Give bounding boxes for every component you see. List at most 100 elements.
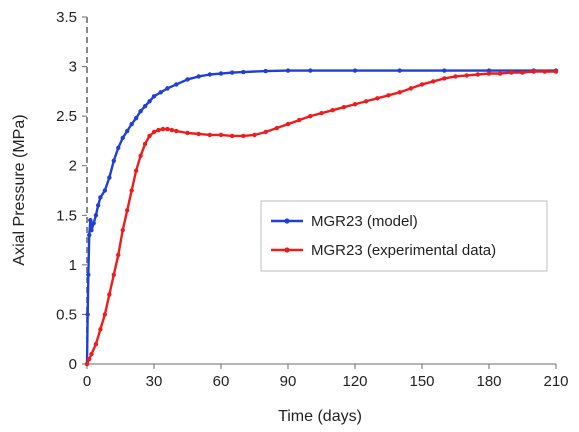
data-point — [375, 96, 380, 101]
legend-marker-model — [284, 218, 290, 224]
legend-marker-experimental — [284, 247, 290, 253]
y-tick-label: 3.5 — [56, 9, 77, 26]
data-point — [218, 71, 224, 76]
y-tick-label: 1.5 — [56, 207, 77, 224]
data-point — [86, 272, 91, 277]
y-tick-label: 0.5 — [56, 306, 77, 323]
data-point — [241, 69, 246, 75]
data-point — [111, 158, 117, 163]
y-tick-label: 2.5 — [56, 108, 77, 125]
data-point — [408, 86, 414, 91]
data-point — [165, 126, 170, 132]
x-tick-label: 30 — [146, 373, 163, 390]
x-tick-label: 120 — [342, 373, 367, 390]
x-tick-label: 210 — [543, 373, 568, 390]
data-point — [542, 69, 548, 74]
data-point — [285, 121, 291, 127]
data-point — [107, 292, 112, 297]
data-point — [151, 94, 157, 99]
data-point — [111, 272, 117, 277]
data-point — [308, 68, 313, 73]
data-point — [147, 99, 152, 104]
data-point — [319, 110, 324, 116]
data-point — [98, 327, 103, 332]
data-point — [352, 68, 358, 73]
data-point — [88, 218, 93, 223]
series-1 — [84, 69, 559, 367]
data-point — [207, 72, 213, 77]
x-tick-label: 60 — [213, 373, 230, 390]
data-point — [274, 125, 280, 131]
data-point — [252, 132, 257, 138]
data-point — [520, 70, 525, 75]
data-point — [196, 74, 201, 79]
data-point — [341, 105, 347, 110]
data-point — [196, 131, 201, 137]
data-point — [352, 102, 358, 107]
data-point — [531, 69, 536, 74]
data-point — [89, 227, 94, 233]
data-point — [125, 128, 130, 134]
data-point — [151, 129, 157, 135]
x-tick-label: 0 — [83, 373, 91, 390]
data-point — [142, 141, 148, 147]
legend-label-experimental: MGR23 (experimental data) — [311, 242, 496, 259]
x-tick-label: 180 — [476, 373, 501, 390]
data-point — [116, 252, 121, 258]
data-point — [241, 133, 246, 139]
data-point — [138, 108, 143, 114]
data-point — [120, 227, 125, 233]
y-tick-label: 3 — [69, 59, 77, 76]
data-point — [486, 71, 492, 76]
axes — [82, 16, 557, 369]
data-point — [147, 133, 152, 139]
data-point — [91, 221, 96, 226]
data-point — [185, 77, 190, 82]
series-layer — [84, 68, 559, 367]
data-point — [102, 312, 108, 317]
data-point — [207, 132, 213, 138]
data-point — [464, 73, 469, 78]
y-tick-label: 2 — [69, 158, 77, 175]
data-point — [174, 82, 179, 87]
data-point — [397, 68, 402, 73]
x-tick-label: 150 — [409, 373, 434, 390]
data-point — [133, 168, 139, 173]
data-point — [229, 133, 235, 139]
data-point — [442, 76, 447, 81]
legend: MGR23 (model) MGR23 (experimental data) — [260, 200, 548, 272]
legend-label-model: MGR23 (model) — [311, 213, 418, 230]
data-point — [442, 68, 447, 73]
data-point — [93, 341, 99, 347]
data-point — [84, 361, 90, 367]
data-point — [129, 188, 134, 193]
data-point — [165, 86, 170, 91]
data-point — [169, 127, 175, 133]
data-point — [386, 93, 391, 98]
data-point — [419, 82, 425, 87]
data-point — [296, 117, 302, 123]
data-point — [158, 90, 163, 95]
data-point — [497, 71, 503, 76]
x-tick-label: 90 — [280, 373, 297, 390]
data-point — [363, 99, 369, 104]
data-point — [174, 128, 179, 134]
data-point — [218, 132, 224, 138]
data-point — [87, 356, 92, 362]
tick-labels: 0 30 60 90 120 150 180 210 0 0.5 1 1.5 2 2.5 3 3.5 — [56, 9, 568, 390]
data-point — [229, 70, 235, 75]
data-point — [129, 121, 134, 127]
data-point — [475, 72, 481, 77]
data-point — [138, 153, 143, 158]
y-axis-title: Axial Pressure (MPa) — [11, 114, 28, 265]
y-tick-label: 1 — [69, 257, 77, 274]
data-point — [87, 232, 92, 238]
data-point — [308, 113, 313, 119]
data-point — [185, 130, 190, 136]
data-point — [116, 145, 121, 151]
data-point — [125, 208, 130, 213]
data-point — [89, 351, 94, 357]
data-point — [120, 135, 125, 141]
data-point — [98, 195, 103, 200]
